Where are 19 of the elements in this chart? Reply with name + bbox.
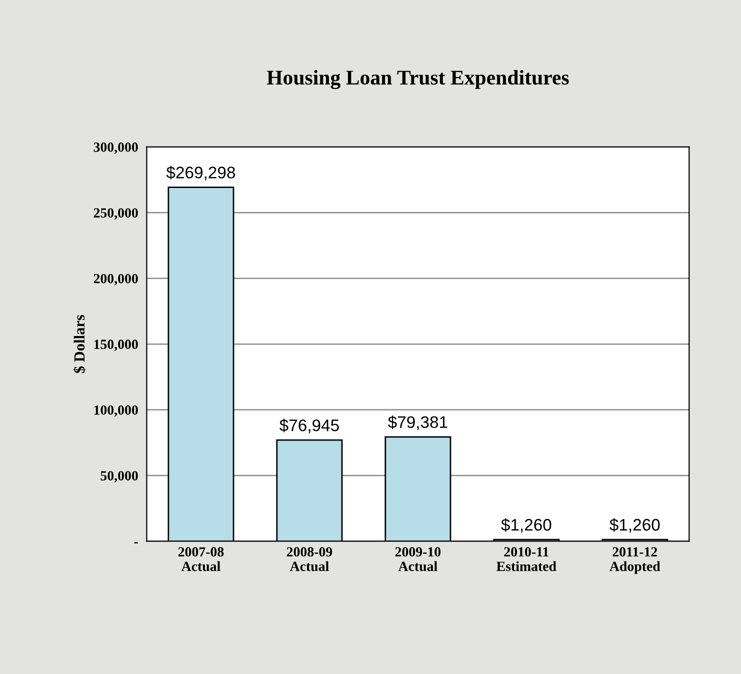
- x-tick-label: 2010-11 Estimated: [496, 547, 556, 572]
- y-tick-label: 250,000: [94, 208, 138, 220]
- data-label: $1,260: [501, 518, 552, 533]
- y-tick-label: -: [134, 542, 138, 544]
- data-label: $269,298: [166, 166, 235, 180]
- data-label: $79,381: [388, 416, 448, 430]
- y-tick-label: 100,000: [94, 405, 138, 417]
- x-tick-label: 2009-10 Actual: [395, 547, 441, 572]
- y-axis-title: $ Dollars: [73, 314, 86, 374]
- y-tick-label: 200,000: [94, 274, 138, 286]
- y-tick-label: 150,000: [94, 340, 138, 352]
- x-tick-label: 2007-08 Actual: [178, 547, 224, 572]
- y-tick-label: 300,000: [94, 142, 138, 154]
- y-tick-label: 50,000: [100, 471, 138, 482]
- data-label: $1,260: [610, 518, 660, 533]
- chart-title: Housing Loan Trust Expenditures: [266, 70, 569, 90]
- x-tick-label: 2011-12 Adopted: [610, 547, 660, 574]
- data-label: $76,945: [280, 418, 339, 434]
- x-tick-label: 2008-09 Actual: [286, 547, 332, 572]
